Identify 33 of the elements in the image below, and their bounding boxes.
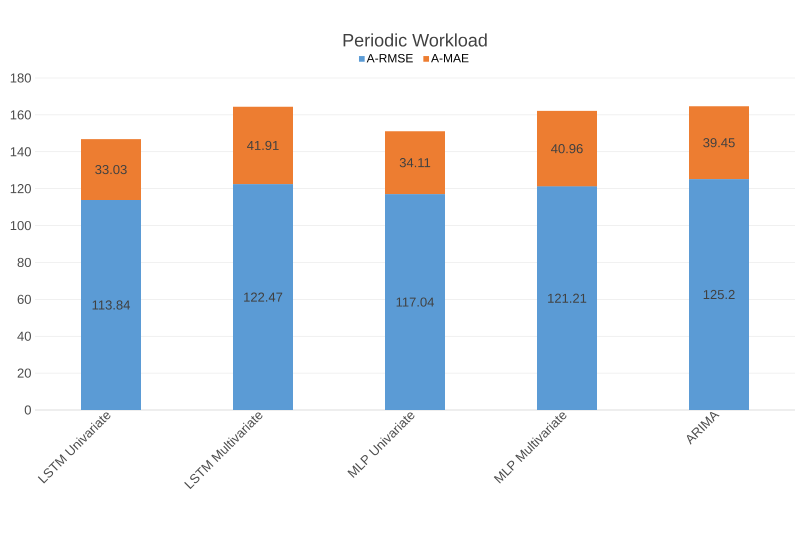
data-label: 41.91 — [247, 140, 279, 150]
y-tick-label: 120 — [10, 184, 31, 194]
data-label: 125.2 — [704, 290, 735, 300]
data-label: 39.45 — [703, 138, 735, 148]
data-label: 33.03 — [95, 164, 127, 174]
bar — [689, 106, 750, 180]
bar — [233, 106, 293, 184]
y-tick-label: 100 — [10, 220, 31, 230]
bar — [689, 179, 750, 410]
y-tick-label: 180 — [10, 73, 31, 83]
data-label: 121.21 — [548, 294, 586, 303]
legend-label: A-MAE — [431, 54, 469, 62]
y-tick-label: 40 — [17, 332, 31, 341]
y-tick-label: 160 — [10, 110, 31, 120]
y-tick-label: 20 — [18, 368, 31, 378]
data-label: 40.96 — [551, 144, 583, 154]
y-tick-label: 80 — [18, 258, 31, 268]
data-label: 34.11 — [400, 158, 430, 168]
y-tick-label: 0 — [24, 405, 31, 415]
legend-label: A-RMSE — [366, 54, 413, 62]
bar — [537, 110, 598, 186]
chart-title: Periodic Workload — [344, 33, 487, 47]
bar — [81, 200, 141, 410]
bar — [385, 194, 445, 410]
y-tick-label: 60 — [18, 294, 31, 304]
data-label: 122.47 — [244, 292, 282, 302]
data-label: 117.04 — [396, 297, 434, 307]
bar — [81, 139, 141, 200]
bar — [385, 131, 445, 194]
bar — [233, 184, 293, 410]
data-label: 113.84 — [92, 300, 130, 310]
bar — [537, 186, 598, 410]
y-tick-label: 140 — [10, 147, 31, 156]
